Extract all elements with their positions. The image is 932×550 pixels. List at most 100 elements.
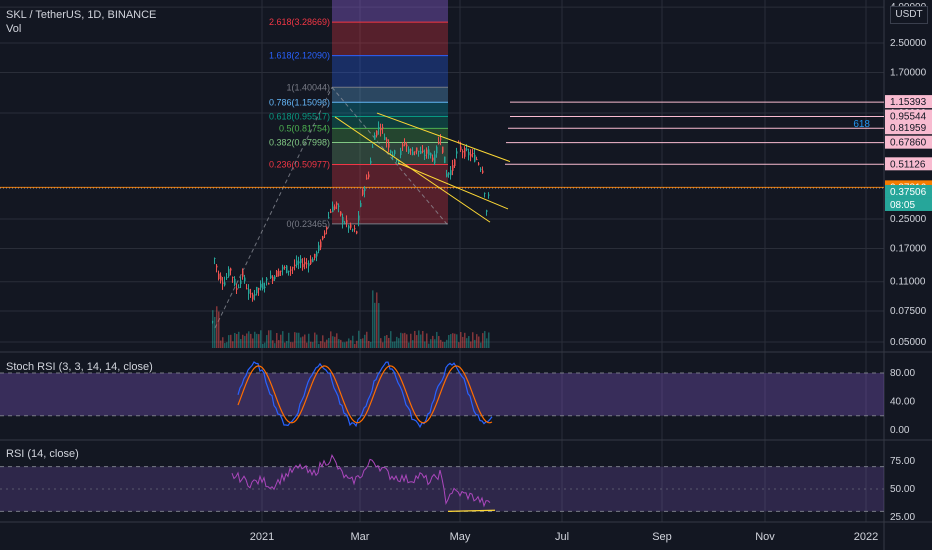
volume-bar bbox=[442, 341, 444, 348]
candle-body bbox=[276, 270, 278, 277]
candle-body bbox=[484, 192, 486, 194]
candle-body bbox=[476, 159, 478, 161]
price-badge bbox=[885, 121, 932, 135]
volume-bar bbox=[422, 330, 424, 348]
price-badge-label: 0.95544 bbox=[890, 112, 927, 123]
volume-bar bbox=[332, 336, 334, 348]
candle-body bbox=[472, 153, 474, 155]
candle-body bbox=[450, 170, 452, 176]
time-tick-label: Sep bbox=[652, 531, 672, 543]
time-tick-label: Nov bbox=[755, 531, 775, 543]
volume-bar bbox=[280, 334, 282, 348]
volume-bar bbox=[218, 311, 220, 348]
candle-body bbox=[214, 257, 216, 259]
candle-body bbox=[258, 288, 260, 290]
volume-bar bbox=[228, 335, 230, 348]
price-tick-label: 0.05000 bbox=[890, 337, 927, 348]
candle-body bbox=[266, 278, 268, 281]
volume-bar bbox=[260, 330, 262, 348]
candle-body bbox=[478, 163, 480, 165]
candle-body bbox=[242, 271, 244, 277]
candle-body bbox=[370, 160, 372, 164]
candle-body bbox=[314, 253, 316, 258]
volume-bar bbox=[426, 333, 428, 348]
candle-body bbox=[448, 172, 450, 175]
candle-body bbox=[446, 173, 448, 177]
candle-body bbox=[468, 151, 470, 156]
candle-body bbox=[318, 245, 320, 251]
candle-body bbox=[310, 259, 312, 264]
volume-bar bbox=[230, 334, 232, 348]
fib-zone bbox=[332, 22, 448, 56]
candle-body bbox=[352, 229, 354, 231]
volume-bar bbox=[244, 335, 246, 348]
candle-body bbox=[322, 236, 324, 240]
volume-bar bbox=[356, 340, 358, 348]
volume-bar bbox=[322, 335, 324, 348]
rsi-band bbox=[0, 466, 884, 512]
candle-body bbox=[444, 156, 446, 163]
volume-bar bbox=[374, 302, 376, 348]
stoch-tick-label: 0.00 bbox=[890, 425, 910, 436]
currency-unit-button[interactable]: USDT bbox=[890, 6, 928, 24]
volume-bar bbox=[212, 310, 214, 348]
price-badge-label: 1.15393 bbox=[890, 97, 927, 108]
volume-bar bbox=[306, 342, 308, 348]
candle-body bbox=[396, 159, 398, 161]
candle-body bbox=[272, 276, 274, 281]
volume-bar bbox=[334, 336, 336, 348]
volume-bar bbox=[268, 330, 270, 348]
fib-zone bbox=[332, 116, 448, 129]
volume-bar bbox=[352, 335, 354, 348]
volume-bar bbox=[346, 341, 348, 348]
candle-body bbox=[392, 154, 394, 157]
volume-bar bbox=[276, 332, 278, 348]
candle-body bbox=[394, 150, 396, 155]
stoch-k-line bbox=[237, 361, 493, 429]
price-badge-label: 0.81959 bbox=[890, 123, 927, 134]
volume-bar bbox=[468, 336, 470, 348]
volume-bar bbox=[444, 342, 446, 348]
candle-body bbox=[374, 135, 376, 140]
candle-body bbox=[480, 168, 482, 170]
candle-body bbox=[434, 154, 436, 164]
rsi-tick-label: 75.00 bbox=[890, 456, 915, 467]
volume-bar bbox=[224, 343, 226, 348]
volume-bar bbox=[464, 332, 466, 348]
volume-bar bbox=[250, 333, 252, 348]
candle-body bbox=[304, 261, 306, 265]
candle-body bbox=[234, 278, 236, 285]
volume-bar bbox=[430, 339, 432, 348]
volume-bar bbox=[408, 342, 410, 348]
candle-body bbox=[334, 206, 336, 209]
volume-bar bbox=[472, 332, 474, 348]
volume-bar bbox=[254, 331, 256, 348]
volume-bar bbox=[348, 338, 350, 348]
candle-body bbox=[250, 293, 252, 295]
volume-bar bbox=[286, 341, 288, 348]
volume-bar bbox=[326, 339, 328, 348]
volume-bar bbox=[324, 342, 326, 348]
candle-body bbox=[342, 216, 344, 223]
volume-bar bbox=[236, 334, 238, 348]
fib-level-label: 0.786(1.15096) bbox=[269, 97, 330, 107]
time-tick-label: Jul bbox=[555, 531, 569, 543]
candle-body bbox=[288, 270, 290, 272]
volume-bar bbox=[284, 342, 286, 348]
price-badge-label: 0.67860 bbox=[890, 138, 927, 149]
candle-body bbox=[416, 147, 418, 152]
candle-body bbox=[226, 277, 228, 279]
volume-bar bbox=[312, 342, 314, 348]
price-badge-label: 0.37506 bbox=[890, 187, 927, 198]
volume-bar bbox=[350, 340, 352, 348]
volume-bar bbox=[360, 339, 362, 348]
candle-body bbox=[402, 144, 404, 147]
volume-bar bbox=[278, 340, 280, 348]
volume-bar bbox=[434, 339, 436, 348]
volume-bar bbox=[316, 334, 318, 348]
volume-bar bbox=[456, 334, 458, 348]
candle-body bbox=[390, 150, 392, 153]
volume-bar bbox=[484, 331, 486, 348]
volume-bar bbox=[238, 331, 240, 348]
